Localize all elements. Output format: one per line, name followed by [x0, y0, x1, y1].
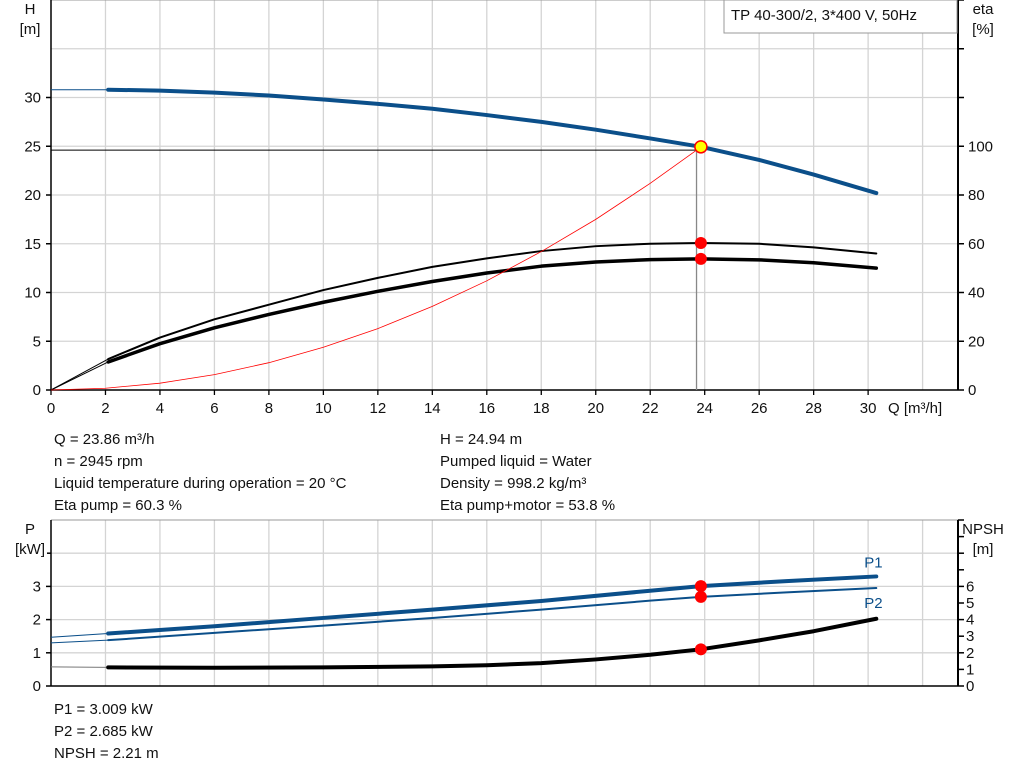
duty-point	[694, 140, 708, 154]
y-tick-label-right: 2	[966, 645, 974, 662]
x-tick-label: 16	[478, 400, 495, 417]
info-top-right: H = 24.94 m Pumped liquid = Water Densit…	[440, 429, 615, 517]
curve-eta_pump_motor-extrapolation	[50, 361, 109, 391]
y-tick-label-right: 100	[968, 138, 993, 155]
curve-system	[50, 149, 697, 391]
x-tick-label: 22	[642, 400, 659, 417]
npsh-point	[694, 643, 707, 656]
y-tick-label-left: 25	[24, 138, 41, 155]
info-npsh: NPSH = 2.21 m	[54, 745, 159, 762]
x-tick-label: 6	[210, 400, 218, 417]
x-tick-label: 10	[315, 400, 332, 417]
y-tick-label-right: 5	[966, 595, 974, 612]
info-p2: P2 = 2.685 kW	[54, 723, 153, 740]
x-tick-label: 12	[370, 400, 387, 417]
curve-eta_pump_motor	[106, 257, 879, 364]
x-tick-label: 14	[424, 400, 441, 417]
curve-H	[106, 87, 879, 196]
y-tick-label-right: 80	[968, 187, 985, 204]
x-tick-label: 0	[47, 400, 55, 417]
series-label-P1: P1	[864, 554, 882, 571]
y-tick-label-right: 20	[968, 333, 985, 350]
info-density: Density = 998.2 kg/m³	[440, 475, 587, 492]
y-axis-label-right: NPSH	[962, 521, 1004, 538]
y-tick-label-left: 1	[33, 645, 41, 662]
info-p1: P1 = 3.009 kW	[54, 701, 153, 718]
info-eta-pump: Eta pump = 60.3 %	[54, 497, 182, 514]
y-tick-label-left: 30	[24, 90, 41, 107]
x-tick-label: 18	[533, 400, 550, 417]
y-tick-label-right: 6	[966, 578, 974, 595]
y-axis-unit-right: [%]	[972, 21, 994, 38]
curve-NPSH	[106, 616, 879, 670]
x-tick-label: 24	[696, 400, 713, 417]
y-tick-label-left: 5	[33, 333, 41, 350]
x-tick-label: 4	[156, 400, 164, 417]
info-q: Q = 23.86 m³/h	[54, 431, 155, 448]
x-tick-label: 20	[587, 400, 604, 417]
y-axis-unit-left: [m]	[20, 21, 41, 38]
y-tick-label-left: 20	[24, 187, 41, 204]
info-h: H = 24.94 m	[440, 431, 523, 448]
x-tick-label: 26	[751, 400, 768, 417]
y-tick-label-right: 40	[968, 285, 985, 302]
curve-eta_pump	[107, 242, 878, 361]
info-bottom: P1 = 3.009 kW P2 = 2.685 kW NPSH = 2.21 …	[54, 699, 159, 765]
p1-point	[694, 580, 707, 593]
info-eta-pump-motor: Eta pump+motor = 53.8 %	[440, 497, 616, 514]
info-top-left: Q = 23.86 m³/h n = 2945 rpm Liquid tempe…	[54, 429, 346, 517]
eta-pump-motor-point	[694, 252, 707, 265]
x-tick-label: 2	[101, 400, 109, 417]
curve-P1	[106, 574, 879, 636]
y-tick-label-right: 4	[966, 612, 974, 629]
y-tick-label-left: 0	[33, 678, 41, 695]
y-tick-label-right: 0	[968, 382, 976, 399]
y-tick-label-left: 10	[24, 285, 41, 302]
y-axis-label-left: H	[25, 1, 36, 18]
title-box	[723, 0, 958, 34]
eta-pump-point	[694, 237, 707, 250]
x-axis-label: Q [m³/h]	[888, 400, 942, 417]
y-tick-label-left: 0	[33, 382, 41, 399]
x-tick-label: 30	[860, 400, 877, 417]
y-tick-label-right: 3	[966, 628, 974, 645]
y-tick-label-right: 1	[966, 661, 974, 678]
y-tick-label-left: 15	[24, 236, 41, 253]
curve-P2-extrapolation	[50, 639, 109, 644]
curve-P2	[107, 587, 878, 642]
y-axis-unit-left: [kW]	[15, 541, 45, 558]
info-temp: Liquid temperature during operation = 20…	[54, 475, 347, 492]
p2-point	[694, 590, 707, 603]
series-label-P2: P2	[864, 595, 882, 612]
y-tick-label-left: 2	[33, 612, 41, 629]
y-axis-label-left: P	[25, 521, 35, 538]
chart-title: TP 40-300/2, 3*400 V, 50Hz	[731, 7, 917, 24]
y-axis-label-right: eta	[973, 1, 995, 18]
curve-P1-extrapolation	[50, 633, 109, 638]
y-tick-label-right: 0	[966, 678, 974, 695]
x-tick-label: 28	[805, 400, 822, 417]
y-tick-label-right: 60	[968, 236, 985, 253]
y-axis-unit-right: [m]	[973, 541, 994, 558]
info-n: n = 2945 rpm	[54, 453, 143, 470]
info-liquid: Pumped liquid = Water	[440, 453, 592, 470]
x-tick-label: 8	[265, 400, 273, 417]
y-tick-label-left: 3	[33, 578, 41, 595]
